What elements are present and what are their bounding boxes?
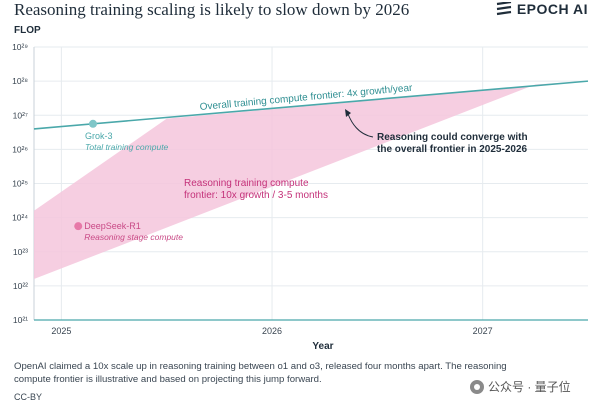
brand-logo: EPOCH AI: [496, 1, 588, 17]
footnote: OpenAI claimed a 10x scale up in reasoni…: [14, 361, 507, 385]
annotation-arrowhead: [345, 109, 351, 117]
annotation-reasoning-frontier: frontier: 10x growth / 3-5 months: [184, 190, 328, 201]
data-point-grok-3: [88, 119, 97, 128]
y-axis-title: FLOP: [14, 25, 41, 36]
point-label: Grok-3: [85, 131, 113, 141]
y-tick-label: 10²¹: [13, 315, 28, 325]
x-tick-label: 2025: [51, 326, 71, 336]
annotation-arrow: [347, 113, 374, 138]
y-tick-label: 10²⁴: [12, 213, 28, 223]
point-sublabel: Total training compute: [85, 142, 169, 152]
y-tick-label: 10²²: [13, 281, 28, 291]
x-tick-label: 2027: [473, 326, 493, 336]
y-tick-label: 10²⁹: [12, 42, 28, 52]
y-tick-label: 10²⁷: [13, 110, 28, 120]
reasoning-frontier-region: [34, 81, 588, 280]
epoch-logo-icon: [496, 2, 511, 16]
y-tick-label: 10²⁶: [12, 144, 28, 154]
watermark: 公众号 · 量子位: [470, 378, 571, 395]
x-tick-label: 2026: [262, 326, 282, 336]
annotation-convergence: Reasoning could converge with: [377, 132, 528, 143]
chart-title: Reasoning training scaling is likely to …: [14, 0, 410, 19]
data-point-deepseek-r1: [74, 222, 83, 231]
point-sublabel: Reasoning stage compute: [84, 232, 183, 242]
watermark-text: 公众号 · 量子位: [488, 380, 571, 394]
y-tick-label: 10²⁸: [12, 76, 28, 86]
overall-frontier-line: [33, 80, 589, 130]
brand-name: EPOCH AI: [516, 1, 588, 17]
point-label: DeepSeek-R1: [84, 221, 141, 231]
annotation-convergence: the overall frontier in 2025-2026: [377, 144, 528, 155]
y-tick-label: 10²³: [13, 247, 28, 257]
wechat-icon: [470, 379, 484, 394]
license-credit: CC-BY: [14, 392, 43, 402]
x-axis-title: Year: [312, 341, 333, 352]
y-tick-label: 10²⁵: [12, 179, 28, 189]
annotation-reasoning-frontier: Reasoning training compute: [184, 178, 309, 189]
